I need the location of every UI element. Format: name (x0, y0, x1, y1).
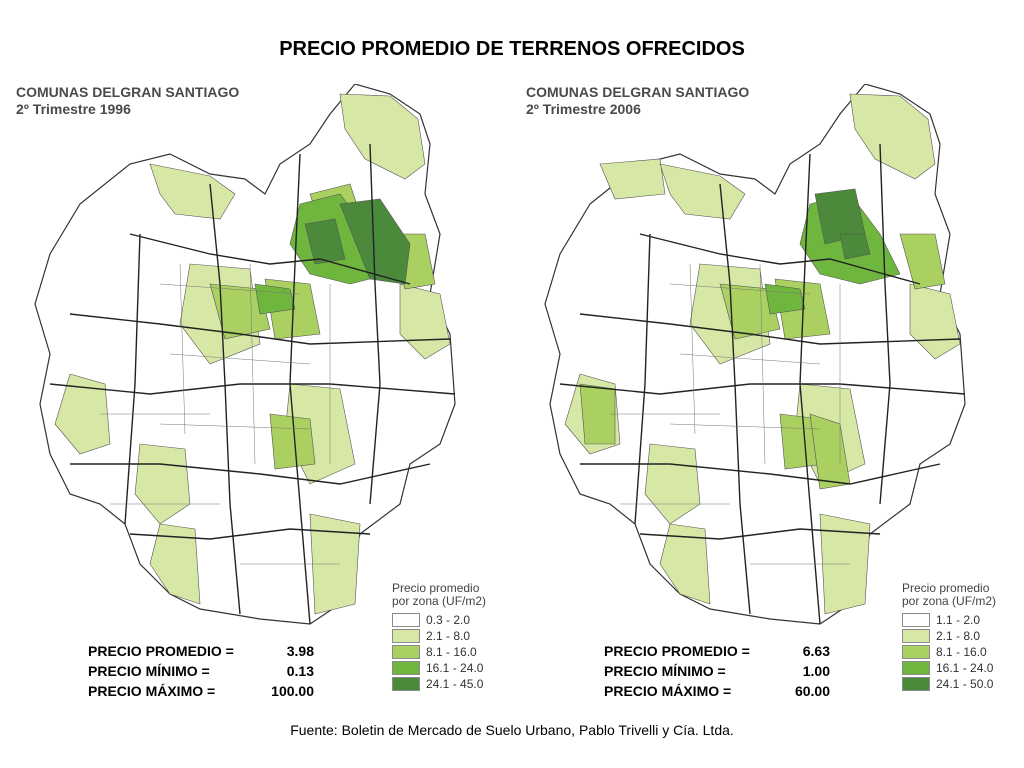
zone-light-green (54, 373, 111, 455)
legend-label: 0.3 - 2.0 (426, 613, 471, 627)
map-legend: Precio promedio por zona (UF/m2) 1.1 - 2… (902, 582, 1012, 692)
map-legend: Precio promedio por zona (UF/m2) 0.3 - 2… (392, 582, 502, 692)
zone-light-green (149, 523, 201, 605)
legend-item: 8.1 - 16.0 (902, 644, 1012, 660)
legend-swatch (902, 661, 930, 675)
stat-average: PRECIO PROMEDIO = 3.98 (88, 641, 314, 661)
zone-mid-green (579, 383, 616, 445)
legend-label: 1.1 - 2.0 (936, 613, 981, 627)
legend-swatch (902, 677, 930, 691)
stat-maximum: PRECIO MÁXIMO = 60.00 (604, 681, 830, 701)
legend-swatch (902, 613, 930, 627)
zone-dark-green (839, 233, 871, 260)
stat-value: 6.63 (802, 643, 830, 659)
stat-minimum: PRECIO MÍNIMO = 1.00 (604, 661, 830, 681)
legend-swatch (392, 661, 420, 675)
legend-title: Precio promedio por zona (UF/m2) (902, 582, 1012, 608)
panel-title: COMUNAS DELGRAN SANTIAGO 2º Trimestre 20… (526, 84, 749, 118)
stat-value: 3.98 (286, 643, 314, 659)
legend-label: 24.1 - 50.0 (936, 677, 994, 691)
legend-swatch (392, 629, 420, 643)
stat-label: PRECIO PROMEDIO = (88, 643, 234, 659)
stat-label: PRECIO MÍNIMO = (88, 663, 210, 679)
map-panel-1996: COMUNAS DELGRAN SANTIAGO 2º Trimestre 19… (10, 84, 510, 699)
comuna-boundaries (49, 143, 456, 625)
legend-title-line1: Precio promedio (392, 581, 480, 595)
stat-label: PRECIO MÍNIMO = (604, 663, 726, 679)
zone-boundaries (610, 263, 850, 565)
zone-mid-green (899, 233, 946, 290)
zone-light-green (659, 523, 711, 605)
zone-dark-green (304, 218, 346, 265)
legend-title-line2: por zona (UF/m2) (902, 594, 997, 608)
zone-mid-green (269, 413, 316, 470)
legend-label: 16.1 - 24.0 (426, 661, 484, 675)
zone-light-green (149, 163, 236, 220)
legend-swatch (392, 645, 420, 659)
price-stats: PRECIO PROMEDIO = 3.98 PRECIO MÍNIMO = 0… (88, 641, 314, 701)
legend-title-line2: por zona (UF/m2) (392, 594, 487, 608)
legend-item: 1.1 - 2.0 (902, 612, 1012, 628)
panel-title: COMUNAS DELGRAN SANTIAGO 2º Trimestre 19… (16, 84, 239, 118)
legend-swatch (392, 677, 420, 691)
legend-item: 8.1 - 16.0 (392, 644, 502, 660)
santiago-price-map-1996 (34, 84, 456, 625)
comuna-boundaries (559, 143, 966, 625)
legend-item: 16.1 - 24.0 (902, 660, 1012, 676)
legend-title-line1: Precio promedio (902, 581, 990, 595)
stat-average: PRECIO PROMEDIO = 6.63 (604, 641, 830, 661)
legend-swatch (392, 613, 420, 627)
legend-item: 0.3 - 2.0 (392, 612, 502, 628)
panel-title-line1: COMUNAS DELGRAN SANTIAGO (526, 84, 750, 100)
zone-boundaries (100, 263, 340, 565)
zone-mid-green (719, 283, 781, 340)
legend-label: 8.1 - 16.0 (936, 645, 987, 659)
legend-item: 2.1 - 8.0 (392, 628, 502, 644)
legend-swatch (902, 629, 930, 643)
zone-light-green (849, 93, 936, 180)
panel-title-line2: 2º Trimestre 1996 (16, 101, 131, 117)
stat-label: PRECIO PROMEDIO = (604, 643, 750, 659)
santiago-price-map-2006 (544, 84, 966, 625)
legend-title: Precio promedio por zona (UF/m2) (392, 582, 502, 608)
page-title: PRECIO PROMEDIO DE TERRENOS OFRECIDOS (279, 38, 745, 60)
stat-value: 100.00 (271, 683, 314, 699)
stat-value: 60.00 (794, 683, 830, 699)
legend-item: 24.1 - 45.0 (392, 676, 502, 692)
zone-light-green (599, 158, 666, 200)
price-stats: PRECIO PROMEDIO = 6.63 PRECIO MÍNIMO = 1… (604, 641, 830, 701)
legend-item: 24.1 - 50.0 (902, 676, 1012, 692)
panel-title-line2: 2º Trimestre 2006 (526, 101, 641, 117)
stat-value: 1.00 (802, 663, 830, 679)
legend-label: 24.1 - 45.0 (426, 677, 484, 691)
legend-item: 2.1 - 8.0 (902, 628, 1012, 644)
legend-swatch (902, 645, 930, 659)
legend-item: 16.1 - 24.0 (392, 660, 502, 676)
map-panel-2006: COMUNAS DELGRAN SANTIAGO 2º Trimestre 20… (520, 84, 1020, 699)
panel-title-line1: COMUNAS DELGRAN SANTIAGO (16, 84, 240, 100)
legend-label: 8.1 - 16.0 (426, 645, 477, 659)
stat-value: 0.13 (286, 663, 314, 679)
legend-label: 2.1 - 8.0 (426, 629, 471, 643)
stat-minimum: PRECIO MÍNIMO = 0.13 (88, 661, 314, 681)
stat-maximum: PRECIO MÁXIMO = 100.00 (88, 681, 314, 701)
zone-dark-green (339, 198, 411, 285)
stat-label: PRECIO MÁXIMO = (604, 683, 732, 699)
zone-mid-green (209, 283, 271, 340)
source-citation: Fuente: Boletin de Mercado de Suelo Urba… (290, 722, 734, 738)
zone-light-green (339, 93, 426, 180)
stat-label: PRECIO MÁXIMO = (88, 683, 216, 699)
legend-label: 2.1 - 8.0 (936, 629, 981, 643)
zone-light-green (659, 163, 746, 220)
legend-label: 16.1 - 24.0 (936, 661, 994, 675)
